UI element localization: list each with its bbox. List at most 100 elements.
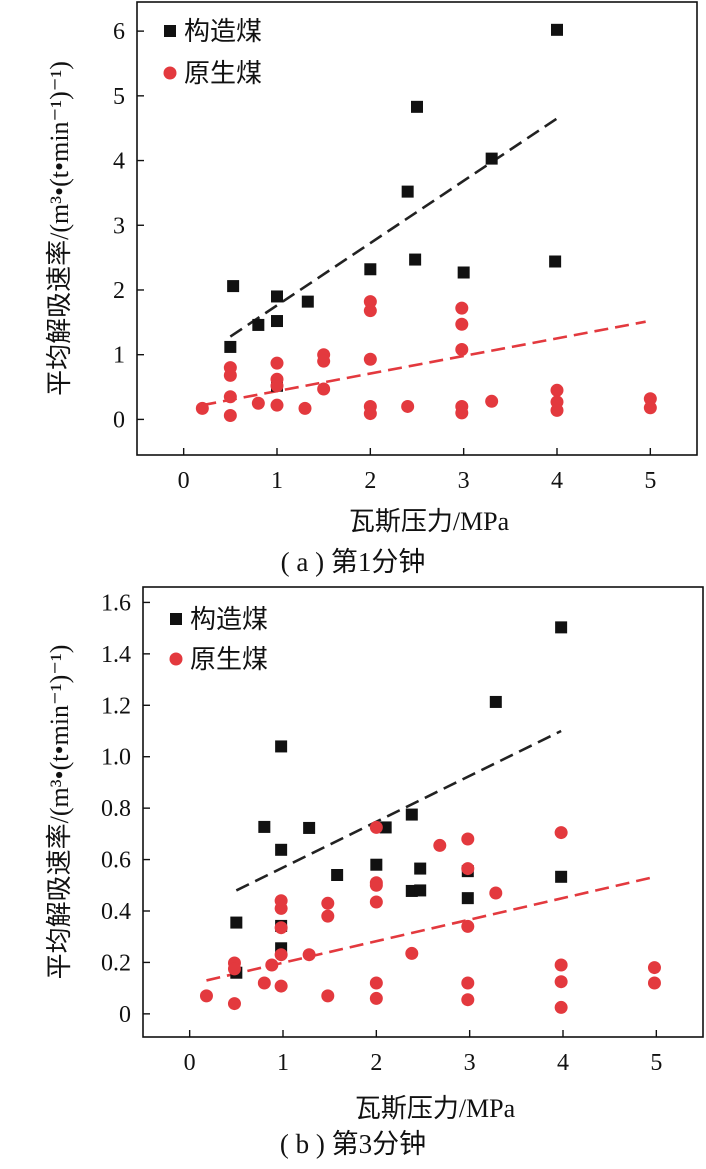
- trendline-tectonic: [229, 117, 558, 338]
- data-point-primary: [647, 976, 661, 990]
- y-tick-label: 5: [113, 84, 125, 110]
- data-point-primary: [550, 383, 564, 397]
- data-point-primary: [265, 958, 279, 972]
- data-point-primary: [369, 991, 383, 1005]
- x-tick-label: 1: [271, 468, 283, 494]
- data-point-primary: [363, 407, 377, 421]
- x-axis-title: 瓦斯压力/MPa: [355, 1094, 516, 1122]
- data-point-primary: [274, 979, 288, 993]
- y-tick-label: 0.6: [101, 848, 131, 874]
- data-point-tectonic: [414, 884, 427, 897]
- data-point-primary: [455, 301, 469, 315]
- data-point-tectonic: [271, 290, 283, 303]
- data-point-primary: [647, 961, 661, 975]
- data-point-tectonic: [489, 695, 502, 708]
- x-tick-label: 5: [644, 468, 656, 494]
- data-point-primary: [369, 820, 383, 834]
- data-point-tectonic: [405, 808, 418, 821]
- data-point-primary: [369, 976, 383, 990]
- data-point-tectonic: [457, 266, 470, 279]
- data-point-tectonic: [301, 295, 314, 308]
- data-point-tectonic: [551, 23, 563, 36]
- data-point-tectonic: [555, 870, 568, 883]
- trendline-tectonic: [235, 729, 562, 892]
- x-tick-label: 1: [277, 1050, 289, 1076]
- data-point-primary: [554, 975, 568, 989]
- x-tick-label: 3: [458, 468, 470, 494]
- data-point-primary: [461, 862, 475, 876]
- data-point-primary: [554, 958, 568, 972]
- data-point-primary: [485, 394, 499, 408]
- data-point-primary: [643, 401, 657, 415]
- data-point-primary: [274, 901, 288, 915]
- data-point-tectonic: [331, 869, 344, 881]
- y-tick-label: 1: [113, 343, 125, 369]
- data-point-primary: [643, 392, 657, 406]
- y-tick-label: 0.4: [101, 899, 131, 925]
- data-point-tectonic: [555, 621, 568, 634]
- data-point-primary: [363, 295, 377, 309]
- y-axis-title: 平均解吸速率/(m³•(t•min⁻¹)⁻¹): [45, 645, 74, 980]
- data-point-primary: [369, 878, 383, 892]
- data-point-tectonic: [370, 858, 383, 871]
- data-point-tectonic: [275, 843, 288, 856]
- y-tick-label: 4: [113, 149, 125, 175]
- data-point-primary: [223, 368, 237, 382]
- data-point-primary: [401, 399, 415, 413]
- data-point-primary: [227, 997, 241, 1011]
- data-point-tectonic: [364, 263, 377, 276]
- trendline-primary: [202, 320, 646, 407]
- data-point-primary: [455, 343, 469, 357]
- data-point-tectonic: [271, 315, 283, 328]
- y-tick-label: 2: [113, 278, 125, 304]
- data-point-tectonic: [409, 253, 422, 266]
- data-point-primary: [199, 989, 213, 1003]
- data-point-primary: [433, 838, 447, 852]
- y-tick-label: 1.4: [101, 642, 131, 668]
- data-point-tectonic: [414, 862, 427, 875]
- data-point-primary: [317, 354, 331, 368]
- data-point-primary: [550, 403, 564, 417]
- y-tick-label: 1.6: [101, 590, 131, 616]
- data-point-tectonic: [258, 820, 271, 833]
- data-point-primary: [369, 895, 383, 909]
- legend-marker-circle: [163, 66, 177, 80]
- data-point-primary: [270, 356, 284, 370]
- y-tick-label: 6: [113, 19, 125, 45]
- plot-frame: [136, 1, 698, 456]
- data-point-primary: [461, 976, 475, 990]
- data-point-primary: [223, 390, 237, 404]
- y-tick-label: 0: [113, 407, 125, 433]
- data-point-primary: [321, 909, 335, 923]
- data-point-primary: [554, 1000, 568, 1014]
- data-point-primary: [298, 401, 312, 415]
- scatter-chart-a: 0 1 2 3 4 5 0 1 2 3 4 5 6 瓦斯压力/MPa 平均解吸速率/(m³•(t•min⁻¹…: [45, 1, 698, 536]
- data-point-primary: [455, 406, 469, 420]
- chart-caption-a: ( a ) 第1分钟: [280, 547, 426, 577]
- data-point-primary: [317, 382, 331, 396]
- y-tick-label: 1.0: [101, 745, 131, 771]
- data-point-primary: [274, 948, 288, 962]
- data-point-tectonic: [227, 280, 240, 293]
- data-point-tectonic: [224, 340, 237, 353]
- x-tick-label: 4: [557, 1050, 569, 1076]
- data-point-tectonic: [379, 821, 392, 834]
- legend-label: 原生煤: [190, 645, 268, 675]
- x-tick-label: 0: [184, 1050, 196, 1076]
- legend-marker-square: [170, 613, 182, 625]
- data-point-primary: [363, 304, 377, 318]
- chart-panel-a: 0 1 2 3 4 5 0 1 2 3 4 5 6 瓦斯压力/MPa 平均解吸速率/(m³•(t•min⁻¹…: [45, 1, 698, 577]
- trendline-primary: [206, 876, 652, 982]
- legend-label: 构造煤: [190, 605, 268, 635]
- data-point-primary: [455, 317, 469, 331]
- data-point-primary: [257, 976, 271, 990]
- plot-frame: [142, 586, 704, 1038]
- scatter-chart-b: 0 1 2 3 4 5 0 0.2 0.4 0.6 0.8 1.0 1.2 1.4 1.6 瓦斯压力/MPa 平…: [45, 586, 704, 1122]
- data-point-tectonic: [485, 152, 498, 165]
- data-point-tectonic: [252, 318, 265, 331]
- data-point-tectonic: [303, 821, 316, 834]
- data-point-tectonic: [461, 892, 474, 905]
- chart-caption-b: ( b ) 第3分钟: [279, 1129, 427, 1159]
- x-tick-label: 0: [178, 468, 190, 494]
- legend-marker-circle: [169, 652, 183, 666]
